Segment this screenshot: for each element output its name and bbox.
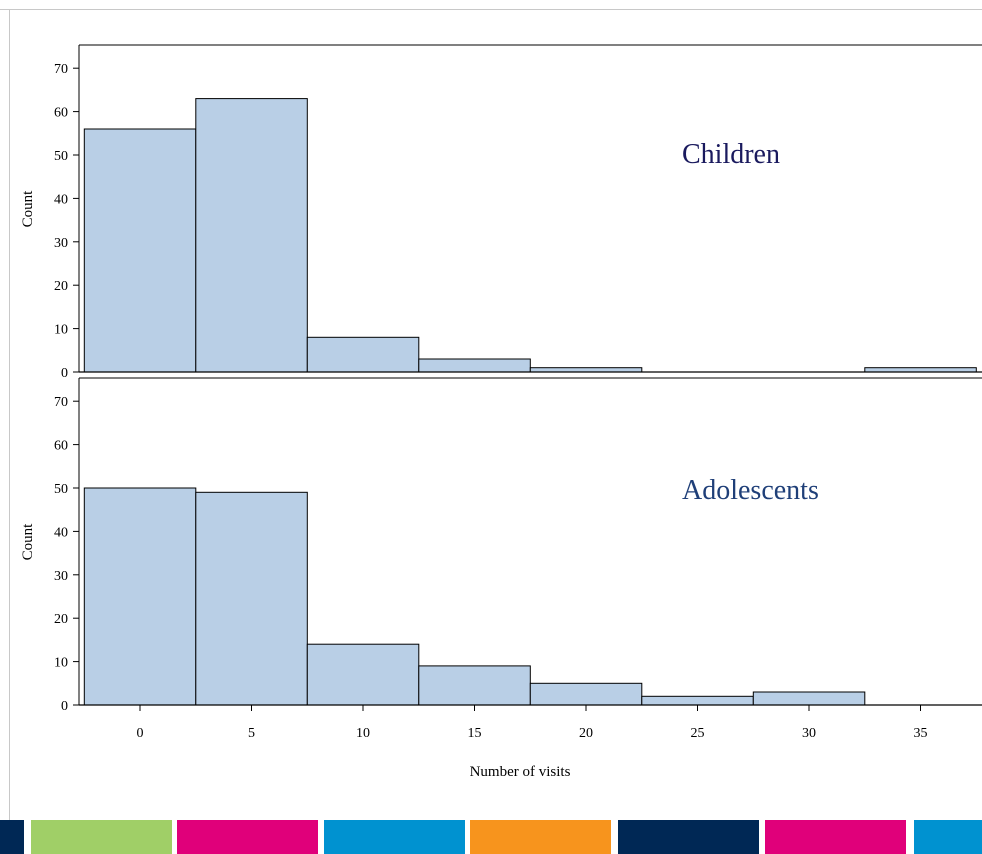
footer-stripe-navy xyxy=(0,820,24,854)
children-bar-2 xyxy=(306,336,420,373)
children-ytick-label-70: 70 xyxy=(54,62,68,77)
footer-stripe-navy xyxy=(618,820,759,854)
histogram-chart: 010203040506070CountChildren010203040506… xyxy=(20,44,982,780)
adolescents-ytick-label-60: 60 xyxy=(54,439,68,454)
children-bar-1 xyxy=(195,98,308,373)
footer-stripe-orange xyxy=(470,820,611,854)
x-tick-label-5: 5 xyxy=(248,726,255,741)
x-axis-label: Number of visits xyxy=(470,764,571,780)
adolescents-bar-2 xyxy=(306,643,420,706)
adolescents-ytick-label-50: 50 xyxy=(54,482,68,497)
footer-color-stripes xyxy=(0,820,982,854)
children-y-axis-label: Count xyxy=(20,190,36,228)
x-tick-label-35: 35 xyxy=(914,726,928,741)
children-bar-7 xyxy=(864,367,977,373)
children-ytick-label-30: 30 xyxy=(54,236,68,251)
x-tick-label-30: 30 xyxy=(802,726,816,741)
adolescents-bar-1 xyxy=(195,491,308,706)
x-tick-label-0: 0 xyxy=(137,726,144,741)
adolescents-bar-6 xyxy=(752,691,866,706)
footer-stripe-green xyxy=(31,820,172,854)
children-bar-3 xyxy=(418,358,531,373)
adolescents-ytick-label-30: 30 xyxy=(54,569,68,584)
adolescents-bar-4 xyxy=(529,682,643,706)
children-ytick-label-10: 10 xyxy=(54,323,68,338)
adolescents-ytick-label-10: 10 xyxy=(54,656,68,671)
adolescents-bar-5 xyxy=(641,695,754,706)
x-tick-label-20: 20 xyxy=(579,726,593,741)
children-bar-4 xyxy=(529,367,643,373)
children-panel-label: Children xyxy=(682,139,780,170)
children-ytick-label-50: 50 xyxy=(54,149,68,164)
adolescents-bar-3 xyxy=(418,665,531,706)
x-tick-label-10: 10 xyxy=(356,726,370,741)
adolescents-panel-label: Adolescents xyxy=(682,475,819,506)
children-bar-0 xyxy=(83,128,197,373)
footer-stripe-blue xyxy=(914,820,982,854)
adolescents-ytick-label-20: 20 xyxy=(54,612,68,627)
x-tick-label-15: 15 xyxy=(468,726,482,741)
slide-frame-top xyxy=(0,9,982,10)
adolescents-ytick-label-70: 70 xyxy=(54,395,68,410)
children-ytick-label-20: 20 xyxy=(54,279,68,294)
adolescents-ytick-label-40: 40 xyxy=(54,525,68,540)
children-ytick-label-0: 0 xyxy=(61,366,68,381)
children-ytick-label-60: 60 xyxy=(54,106,68,121)
footer-stripe-magenta xyxy=(765,820,906,854)
footer-stripe-blue xyxy=(324,820,465,854)
adolescents-ytick-label-0: 0 xyxy=(61,699,68,714)
slide-frame-left xyxy=(9,9,10,820)
children-ytick-label-40: 40 xyxy=(54,192,68,207)
footer-stripe-magenta xyxy=(177,820,318,854)
adolescents-bar-0 xyxy=(83,487,197,706)
x-tick-label-25: 25 xyxy=(691,726,705,741)
adolescents-y-axis-label: Count xyxy=(20,523,36,561)
